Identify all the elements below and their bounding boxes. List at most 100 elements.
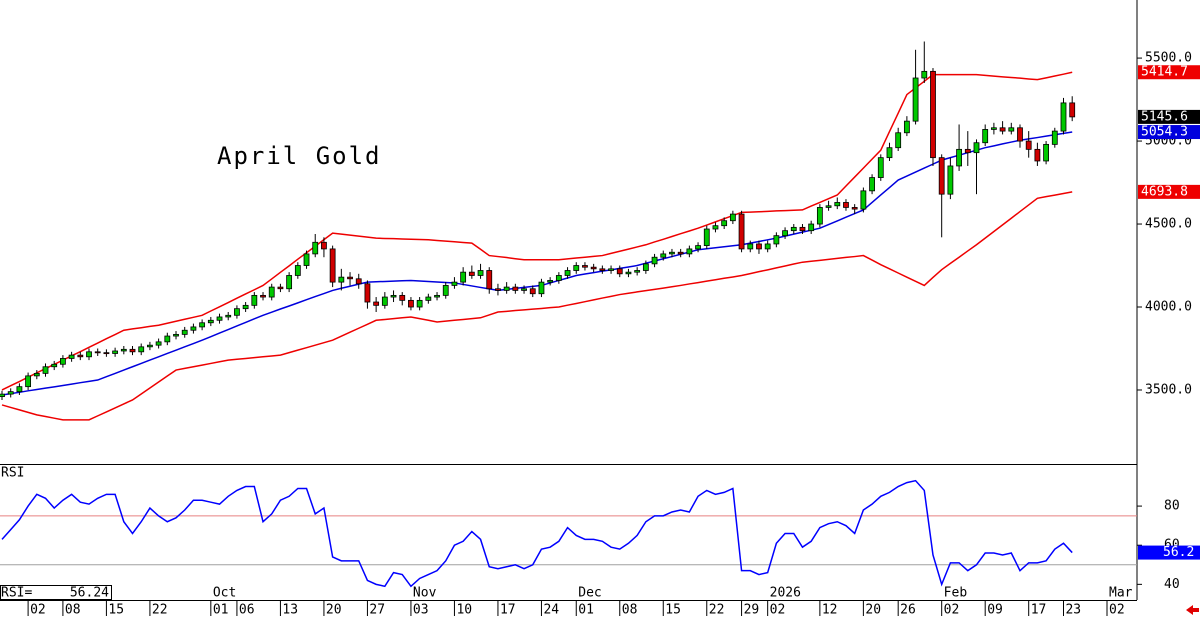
candle-body xyxy=(112,350,119,354)
y-tick-label: 5500.0 xyxy=(1145,51,1192,66)
candle-body xyxy=(268,286,275,298)
candle-body xyxy=(1017,127,1023,142)
candle-body xyxy=(512,286,519,291)
candle-body xyxy=(756,243,762,250)
x-tick-label: 15 xyxy=(108,603,124,618)
x-tick-label: 13 xyxy=(282,603,298,618)
candle-body xyxy=(147,344,153,348)
candle-body xyxy=(721,220,728,227)
close-value-box xyxy=(1138,109,1200,124)
candle-body xyxy=(251,294,258,306)
x-tick-label: 01 xyxy=(213,603,229,618)
candle-body xyxy=(669,251,675,255)
candle-body xyxy=(538,281,545,295)
candle-body xyxy=(1008,127,1015,132)
candle-body xyxy=(155,341,162,346)
candle-body xyxy=(416,299,423,308)
candle-body xyxy=(999,127,1006,132)
x-month-label: Feb xyxy=(944,586,968,601)
candle-body xyxy=(573,265,580,271)
band-value-box xyxy=(1138,65,1200,80)
candle-body xyxy=(616,268,623,275)
x-month-label: 2026 xyxy=(770,586,801,601)
candle-body xyxy=(982,129,989,144)
candle-body xyxy=(190,326,197,331)
candle-body xyxy=(764,243,771,250)
candle-body xyxy=(642,263,649,271)
x-tick-label: 20 xyxy=(326,603,342,618)
band-value-label: 5414.7 xyxy=(1141,65,1188,80)
candle-body xyxy=(582,265,588,268)
y-tick-label: 3500.0 xyxy=(1145,382,1192,397)
x-tick-label: 26 xyxy=(900,603,916,618)
candle-body xyxy=(1051,130,1058,145)
scroll-arrow[interactable] xyxy=(1186,605,1199,615)
candle-body xyxy=(42,366,49,374)
candle-body xyxy=(77,354,84,358)
candle-body xyxy=(677,251,684,255)
candle-body xyxy=(86,351,92,358)
candle-body xyxy=(477,270,484,276)
candle-body xyxy=(329,248,336,283)
candle-body xyxy=(216,316,223,321)
rsi-tick-label: 40 xyxy=(1164,577,1180,592)
candle-body xyxy=(886,147,893,159)
candle-body xyxy=(695,245,701,250)
candle-body xyxy=(851,207,858,210)
x-tick-label: 12 xyxy=(822,603,838,618)
chart-title: April Gold xyxy=(217,142,382,170)
candle-body xyxy=(312,241,319,255)
candle-body xyxy=(930,70,936,159)
candle-body xyxy=(442,285,449,296)
candle-body xyxy=(799,226,806,232)
candle-body xyxy=(303,253,310,266)
candle-body xyxy=(225,314,232,318)
candle-body xyxy=(1034,148,1041,162)
candle-body xyxy=(138,346,145,353)
candle-body xyxy=(207,319,214,324)
candle-body xyxy=(869,177,875,192)
band-value-label: 4693.8 xyxy=(1141,184,1188,199)
candle-body xyxy=(495,288,501,291)
candle-body xyxy=(390,294,397,298)
candle-body xyxy=(120,348,127,352)
candle-body xyxy=(625,271,632,275)
candle-body xyxy=(686,248,693,255)
candle-body xyxy=(460,271,467,283)
x-tick-label: 01 xyxy=(578,603,594,618)
x-tick-label: 27 xyxy=(369,603,385,618)
candle-body xyxy=(451,281,458,286)
candle-body xyxy=(529,288,536,295)
candle-body xyxy=(355,278,362,285)
candle-body xyxy=(816,207,823,225)
candle-body xyxy=(25,375,32,388)
candle-body xyxy=(782,230,788,237)
candle-body xyxy=(373,301,380,306)
candle-body xyxy=(938,157,945,195)
candle-body xyxy=(94,351,101,354)
candle-body xyxy=(486,270,493,290)
x-tick-label: 09 xyxy=(987,603,1003,618)
candle-body xyxy=(434,294,440,298)
candle-body xyxy=(1060,102,1067,132)
candle-body xyxy=(294,265,301,276)
candle-body xyxy=(33,372,40,377)
candle-body xyxy=(895,132,902,149)
candle-body xyxy=(790,226,797,232)
x-tick-label: 17 xyxy=(1031,603,1047,618)
y-tick-label: 4000.0 xyxy=(1145,300,1192,315)
x-tick-label: 23 xyxy=(1065,603,1081,618)
close-value-label: 5145.6 xyxy=(1141,109,1188,124)
candle-body xyxy=(921,70,928,79)
rsi-tick-label: 80 xyxy=(1164,499,1180,514)
candle-body xyxy=(399,294,406,301)
candle-body xyxy=(1043,143,1049,162)
candle-body xyxy=(199,322,206,328)
candle-body xyxy=(338,276,345,283)
candle-body xyxy=(347,276,353,280)
candle-body xyxy=(173,333,179,337)
x-tick-label: 24 xyxy=(543,603,559,618)
rsi-label: RSI xyxy=(1,466,24,481)
